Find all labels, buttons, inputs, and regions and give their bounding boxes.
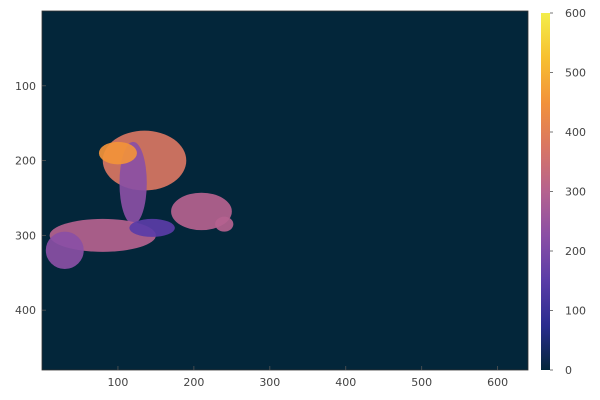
colorbar-tick-label: 500 bbox=[565, 67, 586, 80]
colorbar-ticks: 0 100 200 300 400 500 600 bbox=[550, 7, 586, 377]
colorbar-tick-label: 200 bbox=[565, 245, 586, 258]
y-tick-label: 400 bbox=[15, 304, 36, 317]
y-tick-label: 100 bbox=[15, 80, 36, 93]
colorbar-tick-label: 600 bbox=[565, 7, 586, 20]
colorbar bbox=[541, 13, 550, 370]
plot-border bbox=[41, 10, 529, 371]
colorbar-tick-label: 300 bbox=[565, 186, 586, 199]
x-tick-label: 400 bbox=[335, 376, 356, 389]
y-tick-label: 300 bbox=[15, 229, 36, 242]
colorbar-tick-label: 400 bbox=[565, 126, 586, 139]
heatmap-blob bbox=[129, 218, 175, 237]
x-tick-label: 200 bbox=[183, 376, 204, 389]
y-axis-ticks: 100 200 300 400 bbox=[15, 80, 46, 317]
x-axis-ticks: 100 200 300 400 500 600 bbox=[107, 366, 508, 389]
heatmap-blob bbox=[98, 141, 137, 165]
colorbar-tick-label: 0 bbox=[565, 364, 572, 377]
x-tick-label: 300 bbox=[259, 376, 280, 389]
plot-area bbox=[42, 11, 528, 370]
colorbar-tick-label: 100 bbox=[565, 305, 586, 318]
heatmap-blob bbox=[45, 231, 84, 270]
y-tick-label: 200 bbox=[15, 155, 36, 168]
x-tick-label: 600 bbox=[487, 376, 508, 389]
heatmap-region bbox=[45, 130, 234, 270]
x-tick-label: 100 bbox=[107, 376, 128, 389]
heatmap-blob bbox=[215, 216, 234, 232]
x-tick-label: 500 bbox=[411, 376, 432, 389]
